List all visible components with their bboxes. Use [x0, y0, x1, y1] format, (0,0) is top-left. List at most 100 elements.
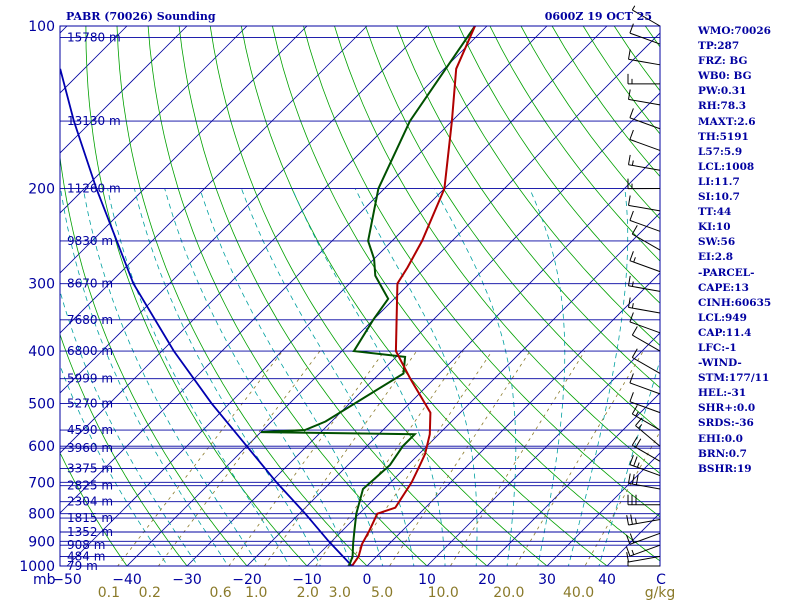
isotherm-line [60, 26, 248, 214]
height-level-label: 5270 m [67, 396, 113, 410]
temperature-unit-label: C [656, 572, 666, 588]
pressure-tick-label: 700 [28, 475, 55, 491]
wind-barb [626, 532, 661, 545]
dry-adiabat-line [60, 333, 188, 566]
index-item: BSHR:19 [698, 462, 752, 475]
wind-barb [627, 73, 661, 85]
index-item: LI:11.7 [698, 175, 740, 188]
moist-adiabat-line [354, 188, 478, 566]
height-level-label: 1352 m [67, 525, 113, 539]
height-level-label: 15780 m [67, 30, 121, 44]
sounding-time: 0600Z 19 OCT 25 [545, 10, 652, 23]
pressure-unit-label: mb [33, 572, 56, 588]
wind-barb [628, 297, 661, 314]
mixing-ratio-line [389, 350, 531, 566]
height-level-label: 5999 m [67, 372, 113, 386]
dry-adiabat-line [396, 26, 660, 389]
dry-adiabat-line [178, 26, 488, 566]
isotherm-line [60, 26, 308, 274]
mixing-ratio-lines [117, 350, 660, 566]
mixing-ratio-unit-label: g/kg [645, 585, 676, 600]
index-item: SI:10.7 [698, 191, 740, 204]
moist-adiabat-line [82, 188, 260, 566]
isotherm-line [546, 452, 660, 566]
isotherm-line [306, 212, 660, 566]
height-level-label: 2304 m [67, 495, 113, 509]
mixing-ratio-line [228, 350, 385, 566]
moist-adiabat-line [60, 188, 229, 566]
index-item: TH:5191 [698, 130, 749, 143]
moist-adiabat-line [107, 188, 290, 566]
wind-barb [629, 129, 661, 151]
dry-adiabat-line [365, 26, 660, 431]
dry-adiabat-line [147, 26, 428, 566]
dry-adiabat-line [458, 26, 660, 304]
dry-adiabat-line [334, 26, 660, 474]
mixing-ratio-tick-label: 1.0 [245, 585, 267, 600]
wind-barb [629, 23, 661, 45]
dry-adiabat-line [489, 26, 660, 262]
index-item: EHI:0.0 [698, 432, 743, 445]
mixing-ratio-line [584, 431, 660, 566]
index-item: TT:44 [698, 206, 732, 219]
mixing-ratio-line [515, 350, 644, 566]
moist-adiabat-line [241, 188, 415, 566]
wind-barb [627, 494, 661, 506]
pressure-tick-label: 1000 [19, 559, 55, 575]
wind-barb [628, 89, 661, 106]
mixing-ratio-tick-label: 5.0 [371, 585, 393, 600]
index-item: RH:78.3 [698, 100, 747, 113]
temperature-tick-label: 40 [598, 572, 616, 588]
dry-adiabat-line [427, 26, 660, 347]
height-level-label: 9830 m [67, 234, 113, 248]
pressure-tick-label: 600 [28, 439, 55, 455]
wind-barb [627, 178, 661, 190]
index-item: CAPE:13 [698, 281, 749, 294]
sounding-indices-list: WMO:70026 TP:287 FRZ: BG WB0: BG PW:0.31 RH:7… [698, 24, 771, 477]
isotherm-line [186, 92, 660, 566]
mixing-ratio-line [449, 350, 586, 566]
plot-frame [59, 25, 661, 567]
wind-barb [631, 5, 661, 27]
height-level-label: 6800 m [67, 344, 113, 358]
mixing-ratio-tick-label: 40.0 [563, 585, 594, 600]
height-level-label: 3960 m [67, 441, 113, 455]
index-item: PW:0.31 [698, 85, 747, 98]
temperature-tick-label: −30 [172, 572, 202, 588]
height-level-label: 1815 m [67, 511, 113, 525]
height-level-label: 2825 m [67, 479, 113, 493]
index-item: SHR+:0.0 [698, 402, 756, 415]
wind-barb [628, 49, 661, 66]
isotherm-line [60, 26, 488, 454]
mixing-ratio-line [263, 350, 417, 566]
index-item: CINH:60635 [698, 296, 772, 309]
pressure-tick-label: 500 [28, 396, 55, 412]
wind-barb [629, 210, 661, 232]
temperature-tick-label: 10 [418, 572, 436, 588]
pressure-tick-label: 300 [28, 277, 55, 293]
wind-barb [631, 225, 661, 251]
index-item: LFC:-1 [698, 341, 737, 354]
isotherm-lines [60, 26, 660, 566]
isotherm-line [486, 392, 660, 566]
mixing-ratio-tick-label: 2.0 [297, 585, 319, 600]
wind-barb [631, 405, 661, 431]
mixing-ratio-line [157, 350, 321, 566]
moist-adiabat-line [134, 188, 321, 566]
index-item: WB0: BG [698, 70, 752, 83]
temperature-tick-label: −50 [52, 572, 82, 588]
temperature-tick-label: −10 [292, 572, 322, 588]
isotherm-line [66, 26, 608, 566]
wind-barb [628, 275, 661, 292]
wind-barb [628, 195, 661, 212]
wind-barb [628, 154, 661, 171]
mixing-ratio-tick-label: 20.0 [493, 585, 524, 600]
dry-adiabat-line [303, 26, 660, 518]
isotherm-line [366, 272, 660, 566]
wind-barbs [626, 5, 661, 567]
dry-adiabat-lines [60, 26, 660, 566]
height-level-label: 484 m [67, 549, 105, 563]
height-level-label: 11260 m [67, 182, 121, 196]
moist-adiabat-line [568, 188, 629, 566]
